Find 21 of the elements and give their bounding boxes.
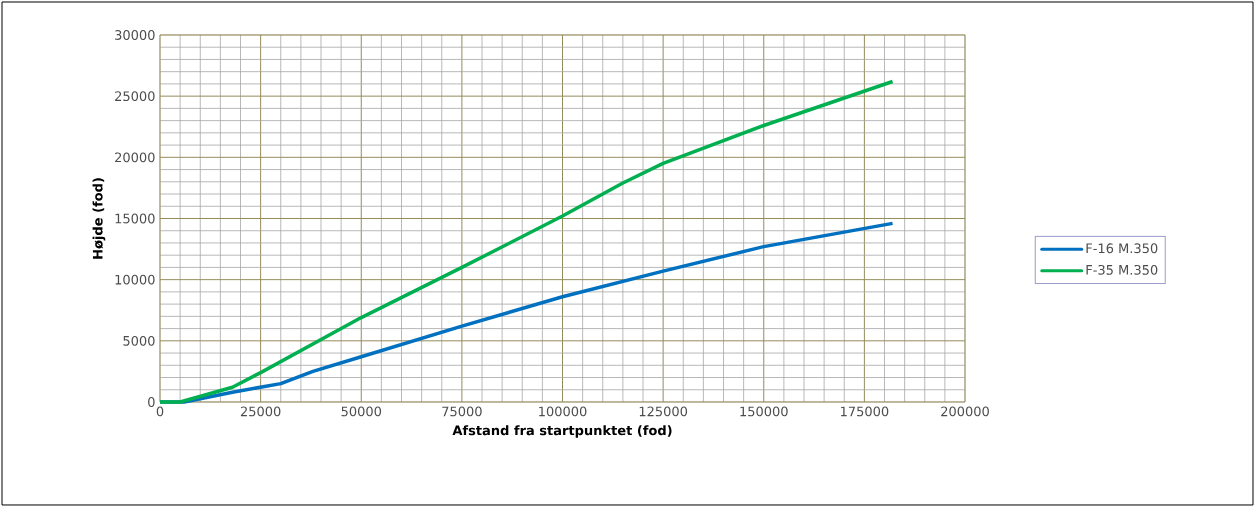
y-tick-label: 15000 (115, 213, 155, 224)
x-tick-label: 75000 (442, 406, 482, 417)
x-tick-label: 0 (156, 406, 164, 417)
y-axis-title: Højde (fod) (92, 178, 106, 259)
y-tick-label: 10000 (115, 274, 155, 285)
legend-label: F-35 M.350 (1086, 264, 1158, 275)
legend-label: F-16 M.350 (1086, 243, 1158, 254)
x-tick-label: 175000 (840, 406, 889, 417)
x-tick-label: 100000 (539, 406, 587, 417)
x-tick-label: 200000 (941, 406, 989, 417)
y-tick-label: 5000 (123, 335, 155, 346)
y-tick-label: 30000 (115, 30, 155, 40)
y-tick-label: 20000 (115, 152, 155, 163)
line-series (158, 79, 895, 404)
y-tick-label: 25000 (115, 91, 155, 102)
y-tick-label: 0 (148, 397, 155, 407)
x-tick-label: 125000 (639, 406, 688, 417)
x-tick-label: 50000 (341, 406, 382, 417)
x-axis-title: Afstand fra startpunktet (fod) (452, 425, 672, 438)
x-tick-label: 25000 (240, 406, 281, 417)
x-tick-label: 150000 (740, 406, 788, 417)
